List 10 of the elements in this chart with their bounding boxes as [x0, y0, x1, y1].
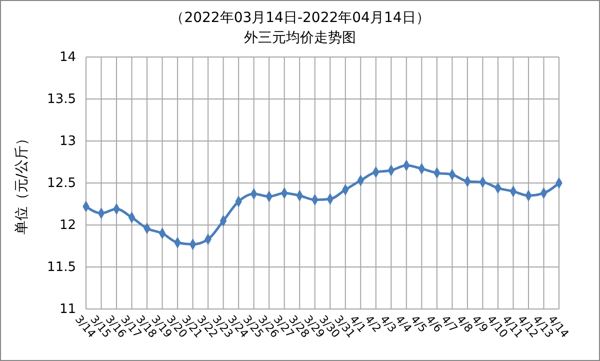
y-tick-label: 12: [59, 218, 76, 234]
y-tick-label: 12.5: [47, 176, 76, 192]
y-tick-label: 13.5: [47, 92, 76, 108]
y-tick-label: 13: [59, 134, 76, 150]
y-axis-title: 单位（元/公斤）: [14, 132, 30, 234]
y-tick-label: 11: [59, 302, 76, 318]
y-tick-label: 14: [59, 50, 76, 66]
chart-title: （2022年03月14日-2022年04月14日）: [170, 10, 430, 26]
y-tick-label: 11.5: [47, 260, 76, 276]
chart-subtitle: 外三元均价走势图: [244, 30, 356, 46]
